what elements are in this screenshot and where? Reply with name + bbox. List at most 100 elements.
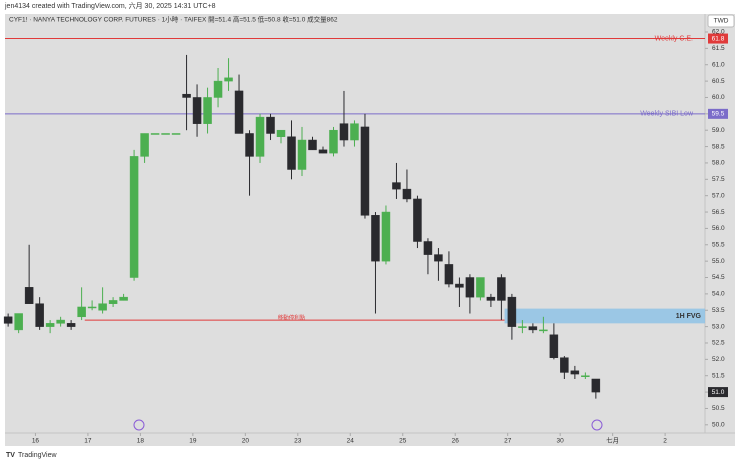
candle-body [465,277,475,298]
y-tick-label: 53.0 [712,323,725,330]
fvg-zone [504,308,705,324]
y-tick-label: 57.5 [712,176,725,183]
y-tick-label: 54.0 [712,291,725,298]
candle-body [486,296,496,301]
candle-body [171,133,181,135]
candle-body [56,319,65,324]
candle-body [3,316,13,324]
level-price: 61.8 [712,35,725,42]
x-tick-label: 七月 [606,436,619,445]
candle-body [192,97,202,124]
last-price-box [708,387,728,398]
currency[interactable]: TWD [714,18,729,25]
candle-body [318,149,328,154]
y-tick-label: 60.0 [712,94,725,101]
y-tick-label: 58.0 [712,160,725,167]
x-tick-label: 17 [84,438,92,445]
x-tick-label: 19 [189,438,197,445]
candle-body [24,287,34,304]
candle-body [455,283,464,288]
y-tick-label: 51.5 [712,372,725,379]
level-label: Weekly SIBI Low [640,111,694,118]
candle-body [423,241,433,255]
candle-body [129,156,139,278]
last-price: 51.0 [712,389,725,396]
y-tick-label: 52.5 [712,340,725,347]
candle-body [308,139,317,151]
candle-body [98,303,107,311]
candle-body [549,334,559,358]
y-tick-label: 56.0 [712,225,725,232]
candle-body [297,139,307,170]
credit: jen4134 created with TradingView.com, 六月… [4,1,216,10]
candle-body [570,370,580,375]
y-tick-label: 52.0 [712,356,725,363]
candle-body [476,277,485,298]
candle-body [182,93,191,98]
y-tick-label: 55.5 [712,241,725,248]
x-tick-label: 16 [32,438,40,445]
candle-body [360,126,370,216]
candle-body [224,77,233,82]
candle-body [245,133,254,157]
chart-background [5,14,735,446]
y-tick-label: 55.0 [712,258,725,265]
level-price: 59.5 [712,111,725,118]
brand: TradingView [18,452,57,459]
y-tick-label: 62.0 [712,29,725,36]
x-tick-label: 2 [663,438,667,445]
x-tick-label: 23 [294,438,302,445]
tv-logo: TV [6,452,15,459]
x-tick-label: 18 [137,438,145,445]
y-tick-label: 56.5 [712,209,725,216]
candle-body [203,97,212,124]
candle-body [402,188,412,200]
candle-body [276,129,286,138]
candle-body [150,133,160,135]
candle-body [497,277,506,301]
candle-body [161,133,170,135]
y-tick-label: 59.0 [712,127,725,134]
candle-body [518,326,527,328]
candle-body [45,323,55,327]
candle-body [528,326,538,331]
y-tick-label: 53.5 [712,307,725,314]
candle-body [213,80,223,98]
candle-body [381,211,391,262]
x-tick-label: 30 [557,438,565,445]
candle-body [444,264,454,285]
y-tick-label: 58.5 [712,143,725,150]
event-icon[interactable] [591,419,603,431]
symbol-line: CYF1! · NANYA TECHNOLOGY CORP. FUTURES ·… [9,15,338,24]
candle-body [507,296,517,327]
y-tick-label: 54.5 [712,274,725,281]
candle-body [140,133,149,157]
candle-body [413,198,422,242]
candle-body [339,123,349,141]
level-price-box [708,33,728,44]
x-tick-label: 25 [399,438,407,445]
candle-body [539,329,548,332]
x-tick-label: 26 [452,438,460,445]
candle-body [66,323,76,327]
x-tick-label: 24 [347,438,355,445]
y-tick-label: 50.5 [712,405,725,412]
trail-stop-label: 移動停利點 [278,314,306,322]
candle-body [14,313,23,331]
event-icon[interactable] [133,419,145,431]
candle-body [371,215,380,262]
candle-body [87,306,97,309]
candle-body [108,300,118,304]
candle-body [392,182,401,190]
level-label: Weekly C.E. [655,35,693,42]
candle-body [560,357,569,373]
candle-body [329,129,338,154]
y-tick-label: 61.5 [712,45,725,52]
y-tick-label: 61.0 [712,61,725,68]
candle-body [35,303,44,327]
y-tick-label: 57.0 [712,192,725,199]
currency-button[interactable] [707,14,735,28]
level-price-box [708,108,728,119]
x-tick-label: 20 [242,438,250,445]
